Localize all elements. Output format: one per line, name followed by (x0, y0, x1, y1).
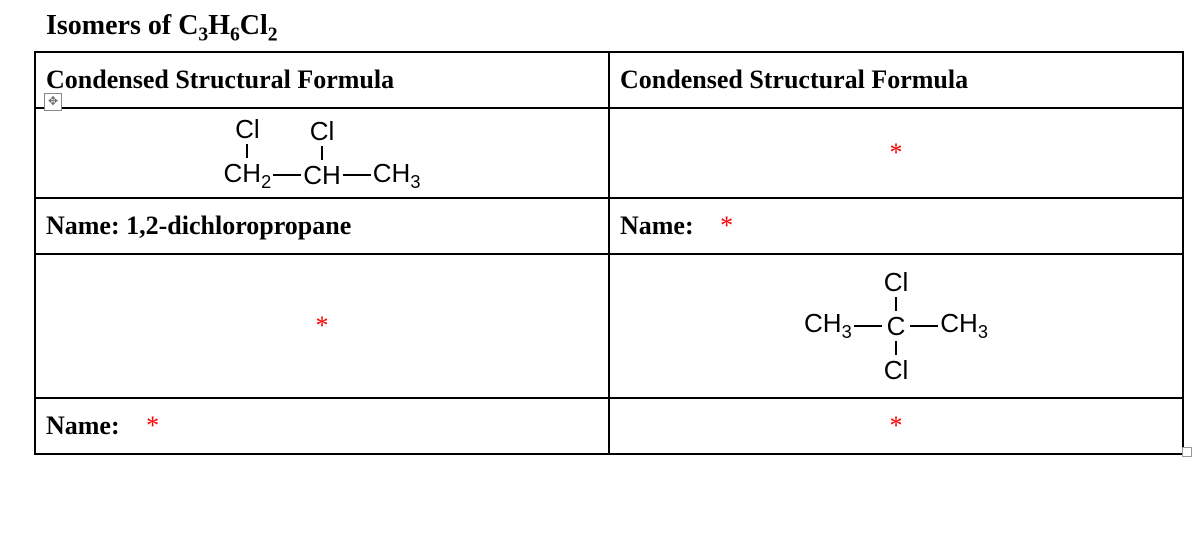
formula-cell-r1c2[interactable]: * (609, 108, 1183, 198)
isomers-table: Condensed Structural Formula Condensed S… (34, 51, 1184, 455)
name-label: Name: 1,2-dichloropropane (46, 211, 351, 240)
table-row: Name: * * (35, 398, 1183, 454)
name-cell-r2c1: Name: 1,2-dichloropropane (35, 198, 609, 254)
blank-asterisk: * (890, 138, 903, 168)
table-row: * CH3ClCClCH3 (35, 254, 1183, 398)
table-resize-handle[interactable] (1182, 447, 1192, 457)
structure-2-2-dichloropropane: CH3ClCClCH3 (804, 266, 988, 385)
name-label: Name: (620, 211, 694, 240)
blank-asterisk: * (146, 411, 159, 441)
formula-cell-r3c1[interactable]: * (35, 254, 609, 398)
formula-cell-r1c1: ClCH2ClCHCH3 (35, 108, 609, 198)
table-row: Name: 1,2-dichloropropane Name: * (35, 198, 1183, 254)
table-row: ClCH2ClCHCH3 * (35, 108, 1183, 198)
blank-asterisk: * (720, 211, 733, 241)
blank-asterisk: * (890, 411, 903, 441)
name-cell-r2c2[interactable]: Name: * (609, 198, 1183, 254)
header-left: Condensed Structural Formula (35, 52, 609, 108)
blank-asterisk: * (316, 311, 329, 341)
table-wrapper: ✥ Condensed Structural Formula Condensed… (34, 51, 1190, 455)
structure-1-2-dichloropropane: ClCH2ClCHCH3 (224, 116, 421, 191)
table-move-handle[interactable]: ✥ (44, 93, 62, 111)
formula-cell-r3c2: CH3ClCClCH3 (609, 254, 1183, 398)
name-label: Name: (46, 411, 120, 440)
page-title: Isomers of C3H6Cl2 (46, 10, 1190, 47)
header-right: Condensed Structural Formula (609, 52, 1183, 108)
name-cell-r4c2[interactable]: * (609, 398, 1183, 454)
table-header-row: Condensed Structural Formula Condensed S… (35, 52, 1183, 108)
name-cell-r4c1[interactable]: Name: * (35, 398, 609, 454)
